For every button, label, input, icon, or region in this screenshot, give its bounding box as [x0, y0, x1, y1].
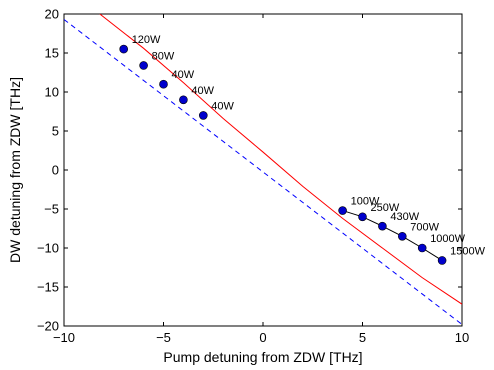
x-tick-label: −5	[156, 330, 171, 345]
data-point	[179, 95, 188, 105]
y-tick-label: −15	[37, 280, 59, 295]
blue-dashed-line	[64, 19, 462, 325]
point-label: 1500W	[450, 245, 485, 257]
y-tick-label: −20	[37, 319, 59, 334]
y-tick-label: −5	[44, 202, 59, 217]
y-axis-label: DW detuning from ZDW [THz]	[7, 77, 23, 263]
data-point	[417, 243, 427, 253]
point-label: 40W	[191, 85, 214, 97]
y-tick-label: −10	[37, 241, 59, 256]
y-tick-label: 15	[45, 46, 59, 61]
plot-area: −10 −5 0 5 10 −20 −15 −10 −5 0 5 10 15 20 120W 80W 40W 40…	[37, 7, 486, 346]
y-tick-label: 20	[45, 7, 59, 22]
point-label: 120W	[132, 34, 161, 46]
data-point	[397, 232, 407, 241]
data-point	[378, 221, 387, 231]
y-tick-label: 10	[45, 85, 59, 100]
point-label: 100W	[351, 196, 380, 208]
x-tick-label: 0	[259, 330, 266, 345]
point-label: 1000W	[430, 233, 465, 245]
point-label: 430W	[390, 211, 419, 223]
data-point	[358, 212, 367, 222]
point-label: 40W	[172, 69, 195, 81]
data-point	[119, 44, 128, 54]
data-point	[139, 61, 148, 70]
y-tick-label: 0	[52, 163, 59, 178]
point-label: 700W	[410, 221, 439, 233]
point-label: 40W	[211, 100, 234, 112]
data-point	[199, 111, 208, 120]
red-curve	[99, 14, 462, 305]
x-tick-label: 5	[359, 330, 366, 345]
point-label: 250W	[371, 202, 400, 214]
x-tick-label: 10	[455, 330, 469, 345]
x-axis-label: Pump detuning from ZDW [THz]	[163, 349, 362, 365]
y-tick-label: 5	[52, 124, 59, 139]
point-label: 80W	[152, 50, 175, 62]
data-point	[159, 79, 168, 89]
x-tick-label: −10	[53, 330, 75, 345]
data-point	[338, 206, 347, 215]
data-point	[437, 256, 447, 265]
